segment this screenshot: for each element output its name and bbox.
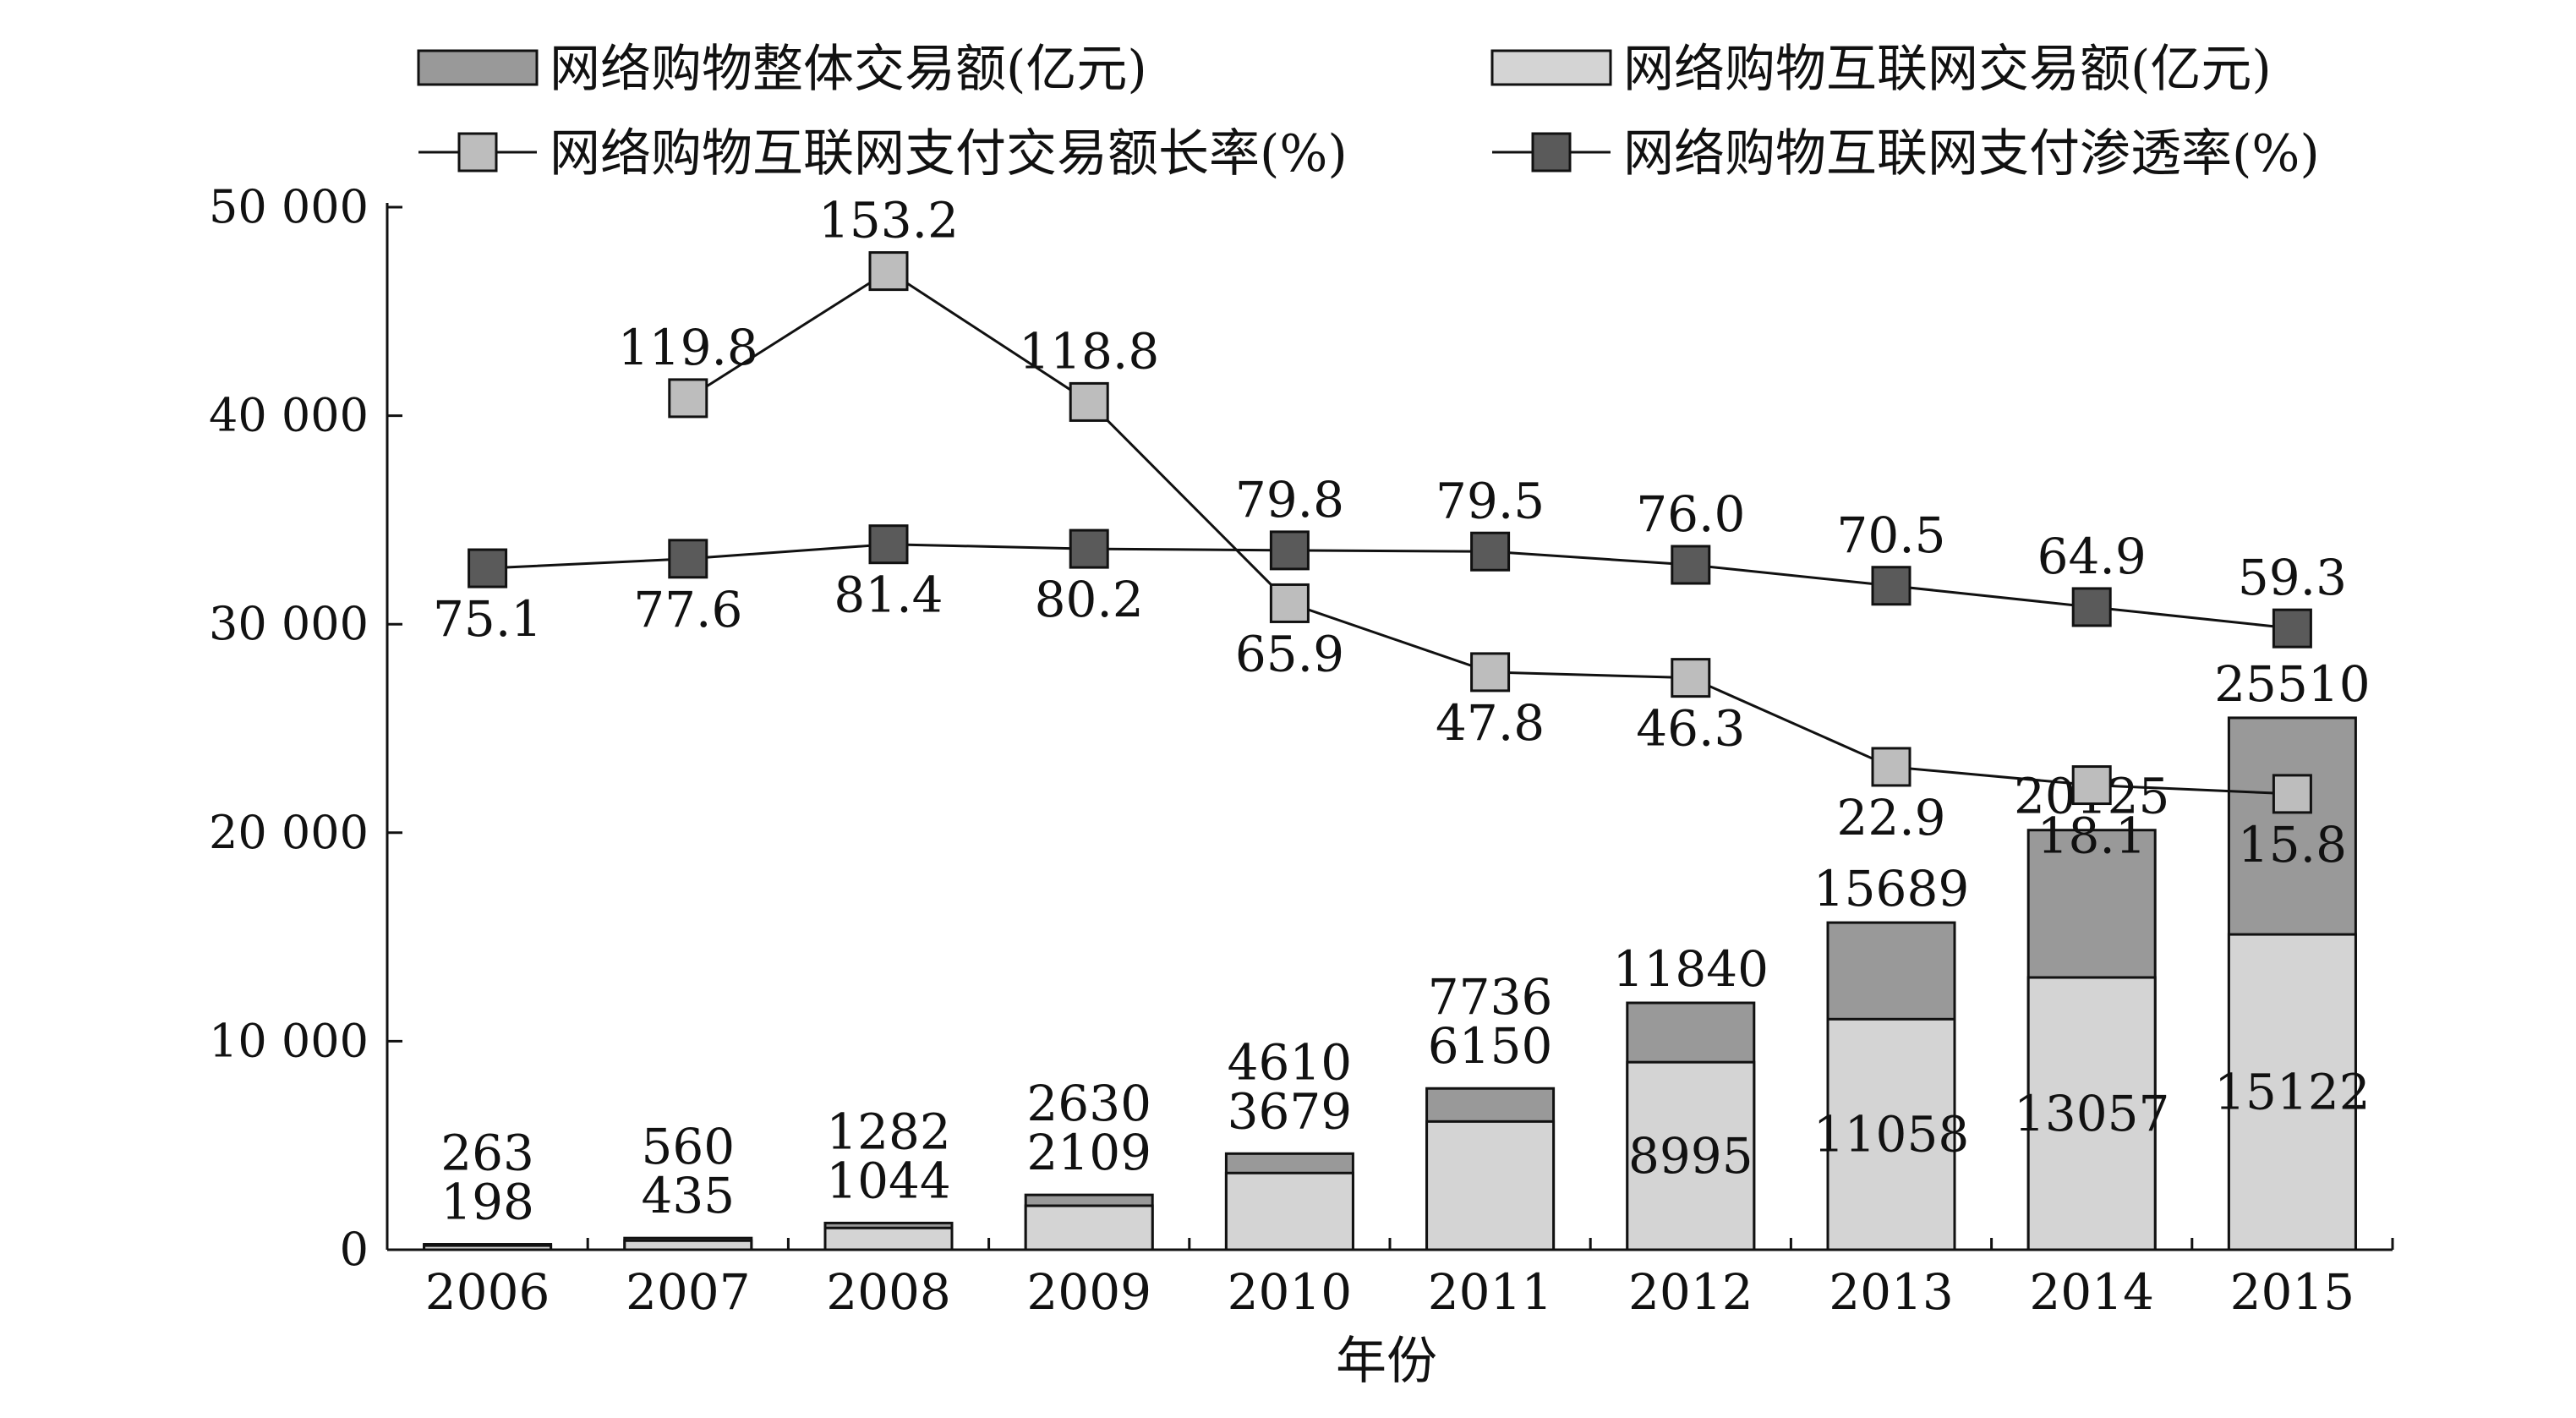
bar-internet-label: 11058	[1813, 1106, 1970, 1163]
bar-total-label: 25510	[2214, 655, 2371, 713]
growth-rate-marker	[1470, 652, 1511, 693]
penetration-rate-label: 81.4	[834, 567, 943, 624]
legend-marker	[457, 132, 498, 172]
growth-rate-label: 47.8	[1436, 694, 1545, 752]
x-tick-label: 2012	[1628, 1263, 1753, 1321]
x-tick-label: 2006	[425, 1263, 550, 1321]
penetration-rate-marker	[1069, 528, 1109, 569]
legend-marker	[1531, 132, 1572, 172]
penetration-rate-marker	[468, 548, 508, 589]
legend: 网络购物整体交易额(亿元) 网络购物互联网交易额(亿元) 网络购物互联网支付交易额长…	[417, 40, 2320, 183]
growth-rate-marker	[1871, 747, 1911, 787]
x-tick-label: 2010	[1228, 1263, 1353, 1321]
bar-internet	[1425, 1120, 1556, 1251]
penetration-rate-label: 79.5	[1436, 472, 1545, 529]
y-tick-label: 30 000	[209, 597, 369, 650]
penetration-rate-label: 70.5	[1836, 506, 1945, 564]
x-tick-label: 2008	[826, 1263, 951, 1321]
bar-internet	[2026, 976, 2157, 1251]
penetration-rate-marker	[668, 539, 708, 579]
axes: 0 10 000 20 000 30 000 40 000 50 000 2006 2007 2…	[209, 180, 2394, 1321]
growth-rate-label: 18.1	[2037, 808, 2147, 865]
bar-internet	[1826, 1017, 1956, 1251]
legend-label: 网络购物互联网支付渗透率(%)	[1623, 124, 2320, 183]
penetration-rate-label: 76.0	[1636, 485, 1745, 543]
growth-rate-marker	[2071, 765, 2112, 806]
penetration-rate-marker	[1871, 566, 1911, 606]
growth-rate-label: 46.3	[1636, 700, 1745, 758]
penetration-rate-label: 59.3	[2238, 549, 2347, 606]
x-tick-label: 2013	[1829, 1263, 1954, 1321]
bar-internet	[623, 1239, 753, 1251]
x-tick-label: 2007	[626, 1263, 751, 1321]
bar-total-label: 263	[440, 1125, 534, 1182]
y-tick-label: 50 000	[209, 180, 369, 233]
penetration-rate-marker	[868, 524, 909, 565]
growth-rate-label: 118.8	[1019, 322, 1159, 380]
bar-internet	[2227, 933, 2357, 1251]
growth-rate-label: 119.8	[618, 319, 758, 376]
growth-rate-label: 22.9	[1836, 789, 1945, 846]
x-tick-label: 2014	[2029, 1263, 2154, 1321]
bar-internet-label: 6150	[1428, 1017, 1553, 1075]
bar-internet-label: 198	[440, 1174, 534, 1231]
growth-rate-marker	[1671, 658, 1711, 698]
bar-internet-label: 3679	[1228, 1082, 1353, 1140]
bar-internet	[1224, 1171, 1354, 1251]
x-axis-label: 年份	[1336, 1332, 1437, 1391]
bar-internet-label: 15122	[2214, 1064, 2371, 1121]
growth-rate-marker	[2272, 774, 2312, 814]
growth-rate-label: 15.8	[2238, 816, 2347, 873]
penetration-rate-marker	[2071, 587, 2112, 627]
growth-rate-label: 65.9	[1235, 625, 1344, 682]
growth-rate-marker	[868, 251, 909, 292]
bar-internet-label: 8995	[1628, 1127, 1753, 1185]
legend-swatch	[417, 49, 539, 86]
y-tick-label: 0	[340, 1223, 369, 1276]
growth-rate-label: 153.2	[818, 192, 959, 249]
y-tick-label: 40 000	[209, 389, 369, 442]
x-tick-label: 2011	[1428, 1263, 1553, 1321]
bar-total-label: 2630	[1026, 1075, 1151, 1132]
penetration-rate-label: 80.2	[1035, 571, 1144, 628]
growth-rate-marker	[668, 378, 708, 419]
bar-total-label: 4610	[1228, 1033, 1353, 1091]
bar-internet-label: 13057	[2014, 1085, 2170, 1142]
y-tick-label: 20 000	[209, 806, 369, 859]
penetration-rate-label: 64.9	[2037, 528, 2147, 585]
bar-total-label: 15689	[1813, 860, 1970, 917]
penetration-rate-marker	[1269, 530, 1310, 571]
penetration-rate-label: 77.6	[633, 581, 742, 638]
growth-rate-marker	[1069, 381, 1109, 422]
legend-label: 网络购物互联网交易额(亿元)	[1623, 40, 2272, 99]
legend-swatch	[1490, 49, 1612, 86]
penetration-rate-label: 75.1	[433, 590, 542, 648]
x-tick-label: 2009	[1026, 1263, 1151, 1321]
penetration-rate-marker	[2272, 608, 2312, 649]
growth-rate-marker	[1269, 583, 1310, 623]
bar-internet	[1024, 1204, 1154, 1251]
x-tick-label: 2015	[2230, 1263, 2355, 1321]
penetration-rate-marker	[1671, 545, 1711, 585]
bar-internet-label: 435	[641, 1167, 735, 1224]
penetration-rate-label: 79.8	[1235, 471, 1344, 528]
bar-internet	[823, 1226, 954, 1251]
penetration-rate-line	[487, 543, 2293, 630]
y-tick-label: 10 000	[209, 1014, 369, 1067]
bar-internet	[1626, 1060, 1756, 1251]
lines: 119.8 153.2 118.8 65.9 47.8 46.3 22.9 18.1 15.8 7…	[433, 192, 2347, 873]
bar-internet	[423, 1244, 553, 1251]
bar-internet-label: 2109	[1026, 1124, 1151, 1181]
penetration-rate-marker	[1470, 531, 1511, 572]
legend-label: 网络购物互联网支付交易额长率(%)	[550, 124, 1348, 183]
bar-total-label: 7736	[1428, 968, 1553, 1026]
bar-total-label: 1282	[826, 1103, 951, 1160]
bar-total-label: 11840	[1613, 940, 1769, 998]
bar-total-label: 560	[641, 1118, 735, 1175]
bar-internet-label: 1044	[826, 1152, 951, 1209]
legend-label: 网络购物整体交易额(亿元)	[550, 40, 1147, 99]
